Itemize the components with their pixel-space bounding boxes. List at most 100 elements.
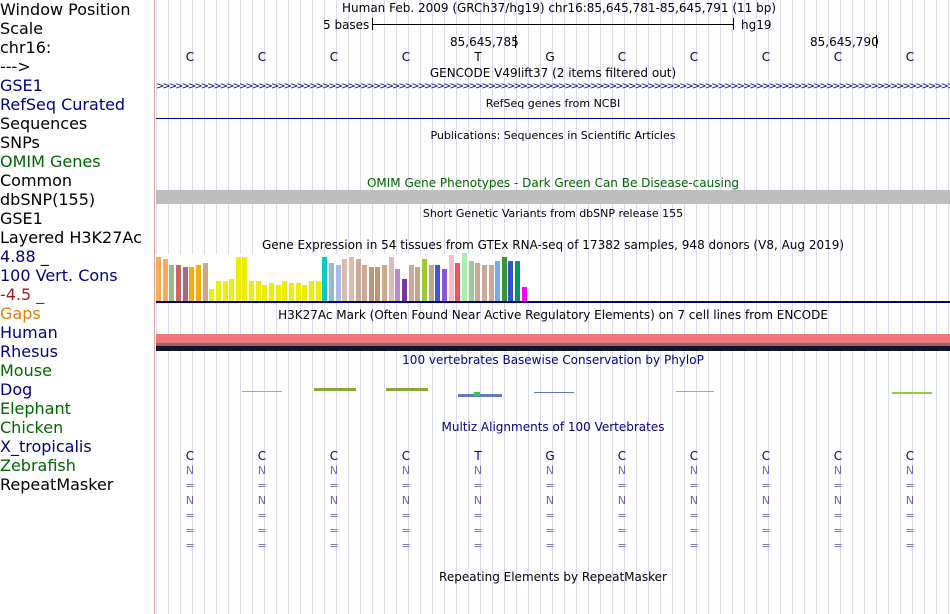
gtex-tissue-bar[interactable]: [209, 289, 215, 301]
alignment-base: N: [617, 494, 627, 507]
strand-arrow-label: --->: [0, 57, 31, 76]
alignment-base: =: [617, 479, 627, 492]
gtex-tissue-bar[interactable]: [269, 283, 275, 301]
gtex-tissue-bar[interactable]: [222, 281, 228, 301]
track-label-common-dbsnp[interactable]: Common dbSNP(155): [0, 171, 96, 209]
gtex-tissue-bar[interactable]: [355, 259, 361, 301]
track-label-vert-cons[interactable]: 100 Vert. Cons: [0, 266, 118, 285]
gtex-tissue-bar[interactable]: [415, 267, 421, 301]
refseq-track-title: RefSeq genes from NCBI: [485, 97, 621, 110]
gtex-tissue-bar[interactable]: [422, 259, 427, 301]
track-label-omim-genes[interactable]: OMIM Genes: [0, 152, 101, 171]
coordinate-tick: [876, 35, 877, 48]
gtex-tissue-bar[interactable]: [315, 281, 321, 301]
gtex-tissue-bar[interactable]: [468, 261, 474, 301]
gtex-tissue-bar[interactable]: [521, 287, 527, 301]
grid-line: [216, 0, 217, 614]
track-label-gse1[interactable]: GSE1: [0, 76, 43, 95]
track-label-layered-h3k27ac[interactable]: Layered H3K27Ac: [0, 228, 142, 247]
track-label-snps[interactable]: SNPs: [0, 133, 40, 152]
gtex-tissue-bar[interactable]: [475, 263, 481, 301]
gtex-tissue-bar[interactable]: [481, 265, 487, 301]
grid-line: [636, 0, 637, 614]
gtex-tissue-bar[interactable]: [501, 257, 507, 301]
phylop-plot[interactable]: [156, 365, 950, 415]
gtex-plot-area[interactable]: [156, 253, 532, 301]
gtex-tissue-bar[interactable]: [215, 281, 221, 301]
gtex-tissue-bar[interactable]: [508, 261, 514, 301]
gse1-gene-feature[interactable]: >>>>>>>>>>>>>>>>>>>>>>>>>>>>>>>>>>>>>>>>…: [156, 81, 950, 92]
gtex-tissue-bar[interactable]: [255, 281, 261, 301]
gtex-tissue-bar[interactable]: [295, 283, 301, 301]
phylop-track-title: 100 vertebrates Basewise Conservation by…: [402, 353, 704, 367]
gtex-tissue-bar[interactable]: [402, 279, 408, 301]
gtex-tissue-bar[interactable]: [289, 283, 294, 301]
omim-gene-bar[interactable]: [156, 190, 950, 204]
gtex-tissue-bar[interactable]: [282, 281, 288, 301]
grid-line: [432, 0, 433, 614]
refseq-gene-line[interactable]: [156, 118, 950, 119]
gtex-tissue-bar[interactable]: [308, 281, 314, 301]
multiz-track-title: Multiz Alignments of 100 Vertebrates: [441, 420, 665, 434]
grid-line: [180, 0, 181, 614]
gtex-tissue-bar[interactable]: [156, 257, 161, 301]
alignment-base: C: [833, 449, 843, 463]
grid-line: [792, 0, 793, 614]
gtex-tissue-bar[interactable]: [382, 265, 388, 301]
sequence-base: T: [474, 50, 482, 64]
gtex-tissue-bar[interactable]: [375, 267, 381, 301]
alignment-base: N: [905, 464, 915, 477]
h3k27ac-signal-pink[interactable]: [156, 334, 950, 343]
species-label: X_tropicalis: [0, 437, 92, 456]
gtex-tissue-bar[interactable]: [229, 279, 235, 301]
coordinate-label: 85,645,785: [450, 35, 519, 49]
grid-line: [276, 0, 277, 614]
gtex-tissue-bar[interactable]: [408, 265, 414, 301]
alignment-base: N: [257, 494, 267, 507]
alignment-base: =: [617, 539, 627, 552]
gtex-tissue-bar[interactable]: [275, 285, 281, 301]
gtex-tissue-bar[interactable]: [515, 261, 521, 301]
gtex-tissue-bar[interactable]: [441, 269, 447, 301]
gtex-tissue-bar[interactable]: [435, 265, 441, 301]
gtex-tissue-bar[interactable]: [455, 263, 461, 301]
gtex-tissue-bar[interactable]: [262, 285, 268, 301]
gtex-tissue-bar[interactable]: [195, 265, 201, 301]
gtex-tissue-bar[interactable]: [448, 255, 454, 301]
gtex-tissue-bar[interactable]: [348, 257, 354, 301]
grid-line: [384, 0, 385, 614]
alignment-base: G: [545, 449, 555, 463]
gtex-tissue-bar[interactable]: [335, 265, 341, 301]
gtex-tissue-bar[interactable]: [428, 265, 434, 301]
track-label-gtex-gse1[interactable]: GSE1: [0, 209, 43, 228]
gtex-tissue-bar[interactable]: [235, 257, 241, 301]
track-label-gaps[interactable]: Gaps: [0, 304, 41, 323]
grid-line: [192, 0, 193, 614]
alignment-base: C: [905, 449, 915, 463]
gtex-tissue-bar[interactable]: [488, 265, 494, 301]
gtex-tissue-bar[interactable]: [368, 267, 374, 301]
gtex-tissue-bar[interactable]: [169, 265, 175, 301]
gtex-tissue-bar[interactable]: [388, 257, 394, 301]
gtex-tissue-bar[interactable]: [189, 267, 195, 301]
gtex-tissue-bar[interactable]: [395, 269, 401, 301]
gtex-tissue-bar[interactable]: [495, 261, 501, 301]
gtex-tissue-bar[interactable]: [202, 263, 208, 301]
gtex-tissue-bar[interactable]: [302, 285, 308, 301]
gtex-tissue-bar[interactable]: [242, 257, 248, 301]
alignment-base: =: [185, 539, 195, 552]
gtex-tissue-bar[interactable]: [342, 259, 348, 301]
track-label-sequences[interactable]: Sequences: [0, 114, 88, 133]
gtex-tissue-bar[interactable]: [461, 253, 467, 301]
gtex-tissue-bar[interactable]: [322, 257, 328, 301]
species-label: Zebrafish: [0, 456, 76, 475]
gtex-tissue-bar[interactable]: [162, 259, 168, 301]
gtex-tissue-bar[interactable]: [249, 281, 255, 301]
track-label-refseq-curated[interactable]: RefSeq Curated: [0, 95, 126, 114]
track-label-repeatmasker[interactable]: RepeatMasker: [0, 475, 114, 494]
gtex-tissue-bar[interactable]: [175, 265, 181, 301]
phylop-mark: [534, 392, 574, 393]
gtex-tissue-bar[interactable]: [362, 265, 368, 301]
gtex-tissue-bar[interactable]: [182, 267, 188, 301]
gtex-tissue-bar[interactable]: [328, 263, 334, 301]
